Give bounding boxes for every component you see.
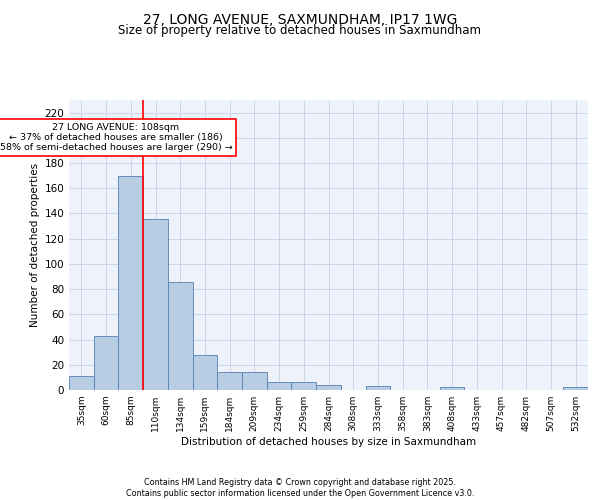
Bar <box>365 386 390 390</box>
Bar <box>217 372 242 390</box>
Bar <box>563 388 588 390</box>
Bar <box>242 372 267 390</box>
Bar <box>69 376 94 390</box>
Bar <box>267 382 292 390</box>
Text: Size of property relative to detached houses in Saxmundham: Size of property relative to detached ho… <box>119 24 482 37</box>
X-axis label: Distribution of detached houses by size in Saxmundham: Distribution of detached houses by size … <box>181 437 476 447</box>
Text: 27 LONG AVENUE: 108sqm
← 37% of detached houses are smaller (186)
58% of semi-de: 27 LONG AVENUE: 108sqm ← 37% of detached… <box>0 122 232 152</box>
Y-axis label: Number of detached properties: Number of detached properties <box>30 163 40 327</box>
Bar <box>193 354 217 390</box>
Text: Contains HM Land Registry data © Crown copyright and database right 2025.
Contai: Contains HM Land Registry data © Crown c… <box>126 478 474 498</box>
Bar <box>440 388 464 390</box>
Bar <box>143 218 168 390</box>
Bar <box>94 336 118 390</box>
Bar <box>118 176 143 390</box>
Bar <box>316 385 341 390</box>
Bar <box>292 382 316 390</box>
Bar <box>168 282 193 390</box>
Text: 27, LONG AVENUE, SAXMUNDHAM, IP17 1WG: 27, LONG AVENUE, SAXMUNDHAM, IP17 1WG <box>143 12 457 26</box>
